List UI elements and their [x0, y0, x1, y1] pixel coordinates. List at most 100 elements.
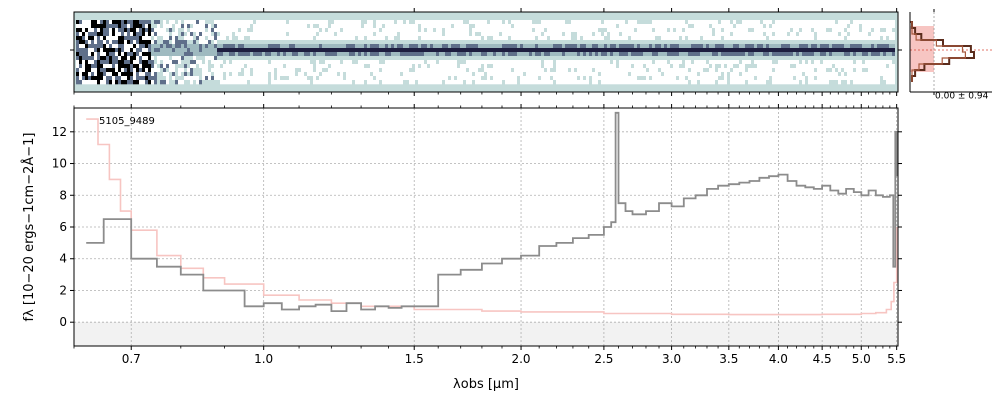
pixel — [397, 76, 400, 81]
pixel — [547, 48, 550, 53]
pixel — [571, 72, 574, 77]
pixel — [652, 64, 655, 69]
pixel — [589, 68, 592, 73]
pixel — [82, 52, 85, 57]
pixel — [205, 40, 208, 45]
pixel — [775, 24, 778, 29]
pixel — [238, 44, 241, 49]
pixel — [784, 32, 787, 37]
pixel — [205, 32, 208, 37]
pixel — [304, 80, 307, 85]
pixel — [298, 40, 301, 45]
pixel — [754, 72, 757, 77]
pixel — [265, 52, 268, 57]
pixel — [769, 52, 772, 57]
pixel — [538, 24, 541, 29]
pixel — [364, 52, 367, 57]
pixel — [88, 24, 91, 29]
pixel — [289, 56, 292, 61]
pixel — [301, 20, 304, 25]
pixel — [802, 64, 805, 69]
pixel — [373, 68, 376, 73]
pixel — [853, 76, 856, 81]
pixel — [808, 52, 811, 57]
pixel — [580, 36, 583, 41]
pixel — [259, 72, 262, 77]
pixel — [553, 76, 556, 81]
pixel — [832, 44, 835, 49]
pixel — [427, 48, 430, 53]
pixel — [709, 48, 712, 53]
pixel — [433, 44, 436, 49]
pixel — [445, 52, 448, 57]
pixel — [349, 72, 352, 77]
pixel — [166, 36, 169, 41]
pixel — [469, 72, 472, 77]
pixel — [427, 80, 430, 85]
pixel — [124, 32, 127, 37]
pixel — [307, 24, 310, 29]
pixel — [316, 80, 319, 85]
pixel — [661, 80, 664, 85]
pixel — [166, 48, 169, 53]
pixel — [589, 44, 592, 49]
pixel — [160, 76, 163, 81]
pixel — [574, 24, 577, 29]
pixel — [322, 64, 325, 69]
pixel — [673, 76, 676, 81]
pixel — [448, 48, 451, 53]
pixel — [463, 24, 466, 29]
pixel — [841, 20, 844, 25]
pixel — [796, 20, 799, 25]
pixel — [841, 44, 844, 49]
pixel — [211, 40, 214, 45]
pixel — [670, 56, 673, 61]
pixel — [622, 28, 625, 33]
pixel — [367, 28, 370, 33]
pixel — [700, 48, 703, 53]
pixel — [781, 24, 784, 29]
pixel — [127, 80, 130, 85]
pixel — [649, 44, 652, 49]
pixel — [352, 80, 355, 85]
pixel — [769, 76, 772, 81]
pixel — [445, 64, 448, 69]
pixel — [841, 48, 844, 53]
pixel — [613, 56, 616, 61]
pixel — [265, 40, 268, 45]
pixel — [829, 52, 832, 57]
pixel — [157, 76, 160, 81]
pixel — [298, 76, 301, 81]
pixel — [370, 56, 373, 61]
pixel — [100, 68, 103, 73]
pixel — [202, 60, 205, 65]
pixel — [247, 28, 250, 33]
pixel — [793, 20, 796, 25]
pixel — [664, 36, 667, 41]
pixel — [805, 20, 808, 25]
pixel — [823, 80, 826, 85]
pixel — [379, 76, 382, 81]
pixel — [91, 68, 94, 73]
pixel — [223, 40, 226, 45]
pixel — [826, 80, 829, 85]
pixel — [355, 32, 358, 37]
pixel — [316, 44, 319, 49]
pixel — [832, 64, 835, 69]
pixel — [403, 28, 406, 33]
pixel — [421, 60, 424, 65]
pixel — [706, 40, 709, 45]
pixel — [604, 20, 607, 25]
pixel — [415, 24, 418, 29]
pixel — [766, 36, 769, 41]
pixel — [202, 76, 205, 81]
pixel — [562, 56, 565, 61]
pixel — [748, 40, 751, 45]
pixel — [169, 56, 172, 61]
pixel — [310, 80, 313, 85]
pixel — [862, 36, 865, 41]
pixel — [550, 68, 553, 73]
pixel — [223, 44, 226, 49]
pixel — [349, 76, 352, 81]
pixel — [301, 28, 304, 33]
